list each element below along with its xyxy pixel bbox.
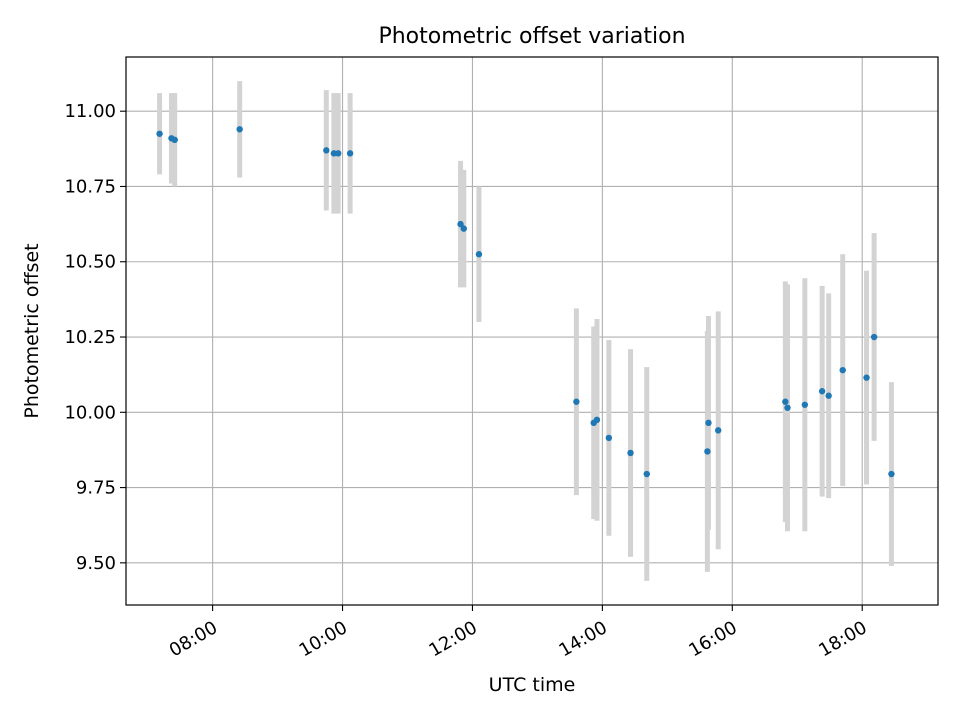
data-point xyxy=(605,434,613,442)
data-point xyxy=(705,419,712,427)
data-point xyxy=(643,470,650,478)
data-point xyxy=(593,416,601,424)
data-point xyxy=(460,225,467,232)
y-tick-label: 10.25 xyxy=(64,327,116,348)
data-point xyxy=(346,150,354,157)
data-point xyxy=(457,220,464,228)
data-point xyxy=(825,392,832,399)
chart-title: Photometric offset variation xyxy=(378,24,685,49)
data-point xyxy=(323,147,330,154)
data-point xyxy=(782,398,789,405)
data-point xyxy=(818,388,826,395)
point-layer xyxy=(156,126,895,478)
data-point xyxy=(171,136,178,144)
tick-layer: 08:00 10:00 12:00 14:00 16:00 18:009.509.7510… xyxy=(64,101,870,661)
data-point xyxy=(839,366,846,374)
y-tick-label: 10.75 xyxy=(64,176,116,197)
y-tick-label: 10.50 xyxy=(64,252,116,273)
data-point xyxy=(784,404,791,411)
plot-frame xyxy=(125,56,939,606)
data-point xyxy=(801,401,809,408)
data-point xyxy=(335,150,342,157)
data-point xyxy=(236,126,243,133)
y-tick-label: 10.00 xyxy=(64,402,116,423)
y-axis-label: Photometric offset xyxy=(21,243,43,418)
data-point xyxy=(704,448,711,455)
y-tick-label: 11.00 xyxy=(64,101,116,122)
y-tick-label: 9.50 xyxy=(76,553,116,574)
data-point xyxy=(888,470,895,478)
data-point xyxy=(863,374,870,381)
x-axis-label: UTC time xyxy=(489,674,576,696)
data-point xyxy=(475,251,483,258)
y-tick-label: 9.75 xyxy=(76,478,116,499)
data-point xyxy=(715,427,722,434)
data-point xyxy=(627,449,634,457)
data-point xyxy=(870,333,878,341)
data-point xyxy=(156,130,163,137)
data-point xyxy=(573,398,580,405)
